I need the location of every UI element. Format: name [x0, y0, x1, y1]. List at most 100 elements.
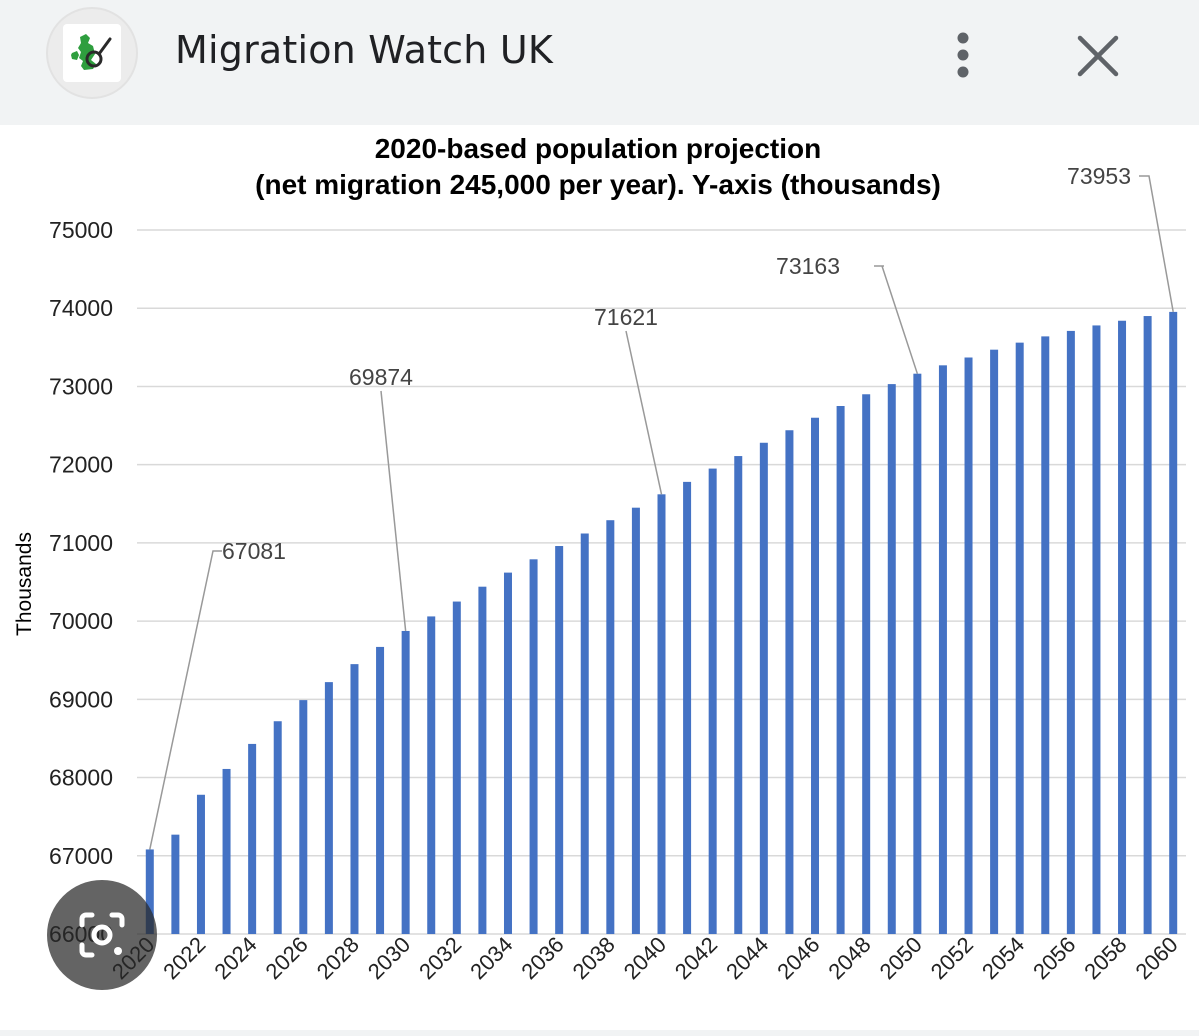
- bar-2025: [273, 721, 282, 934]
- y-tick-label: 71000: [49, 530, 113, 556]
- x-tick-label: 2050: [875, 932, 927, 984]
- bar-2044: [759, 442, 768, 934]
- bar-2029: [376, 646, 385, 934]
- y-tick-label: 68000: [49, 765, 113, 791]
- app-header: Migration Watch UK: [0, 0, 1199, 125]
- x-tick-label: 2042: [670, 932, 722, 984]
- app-avatar[interactable]: [46, 7, 138, 99]
- google-lens-icon: [79, 912, 125, 958]
- annotation-2040: 71621: [594, 304, 663, 495]
- bar-2023: [222, 768, 231, 934]
- y-tick-label: 70000: [49, 608, 113, 634]
- annotation-2060: 73953: [1067, 163, 1174, 313]
- bar-2052: [964, 357, 973, 935]
- bar-2031: [427, 616, 436, 934]
- y-tick-label: 74000: [49, 295, 113, 321]
- y-axis-label: Thousands: [13, 532, 36, 636]
- x-tick-label: 2052: [926, 932, 978, 984]
- gridlines: [137, 229, 1186, 935]
- more-button[interactable]: [940, 28, 986, 82]
- bar-2033: [478, 586, 487, 934]
- annotation-label: 71621: [594, 304, 658, 330]
- x-tick-label: 2054: [977, 932, 1029, 984]
- y-tick-label: 75000: [49, 217, 113, 243]
- bar-2030: [401, 630, 410, 934]
- bar-chart: 2020-based population projection (net mi…: [13, 133, 1186, 984]
- x-tick-label: 2038: [568, 932, 620, 984]
- annotation-leader: [874, 265, 919, 374]
- bar-2051: [938, 365, 947, 934]
- bar-2059: [1143, 316, 1152, 934]
- bar-2057: [1092, 325, 1101, 934]
- y-tick-label: 73000: [49, 373, 113, 399]
- bars: [145, 311, 1178, 935]
- x-tick-label: 2032: [414, 932, 466, 984]
- x-tick-label: 2036: [516, 932, 568, 984]
- y-tick-labels: 6600067000680006900070000710007200073000…: [49, 217, 113, 947]
- bar-2022: [196, 794, 205, 934]
- annotation-label: 73163: [776, 253, 840, 279]
- bar-2032: [452, 601, 461, 934]
- y-tick-label: 72000: [49, 452, 113, 478]
- x-tick-label: 2056: [1028, 932, 1080, 984]
- bar-2036: [555, 546, 564, 934]
- x-tick-label: 2028: [312, 932, 364, 984]
- x-tick-label: 2058: [1079, 932, 1131, 984]
- bar-2053: [990, 349, 999, 934]
- more-vert-icon: [957, 32, 969, 78]
- x-tick-label: 2022: [158, 932, 210, 984]
- app-title: Migration Watch UK: [175, 28, 553, 72]
- bar-2060: [1169, 311, 1178, 934]
- annotation-label: 69874: [349, 364, 413, 390]
- bar-2045: [785, 430, 794, 934]
- annotation-2030: 69874: [349, 364, 413, 632]
- bar-2054: [1015, 342, 1024, 934]
- close-icon: [1077, 35, 1119, 77]
- x-tick-labels: 2020202220242026202820302032203420362038…: [107, 932, 1183, 984]
- data-annotations: 67081 69874 71621 73163 73953: [149, 163, 1174, 850]
- bar-2021: [171, 834, 180, 934]
- annotation-leader: [1139, 175, 1174, 313]
- bar-2056: [1066, 330, 1075, 934]
- x-tick-label: 2044: [721, 932, 773, 984]
- close-button[interactable]: [1072, 30, 1124, 82]
- x-tick-label: 2026: [261, 932, 313, 984]
- bar-2058: [1118, 320, 1127, 934]
- bar-2038: [606, 520, 615, 934]
- bar-2049: [887, 384, 896, 934]
- y-tick-label: 67000: [49, 843, 113, 869]
- x-tick-label: 2046: [772, 932, 824, 984]
- bar-2046: [811, 417, 820, 934]
- chart-card: 2020-based population projection (net mi…: [0, 125, 1199, 1030]
- x-tick-label: 2040: [619, 932, 671, 984]
- annotation-2050: 73163: [776, 253, 919, 374]
- bar-2042: [708, 468, 717, 934]
- bar-2035: [529, 559, 538, 934]
- x-tick-label: 2034: [465, 932, 517, 984]
- bar-2034: [503, 572, 512, 934]
- y-tick-label: 69000: [49, 686, 113, 712]
- annotation-leader: [380, 390, 407, 632]
- bar-2055: [1041, 336, 1050, 935]
- migration-watch-logo-icon: [63, 24, 121, 82]
- google-lens-button[interactable]: [47, 880, 157, 990]
- bar-2048: [862, 394, 871, 934]
- bar-2050: [913, 373, 922, 934]
- bar-2040: [657, 494, 666, 934]
- x-tick-label: 2030: [363, 932, 415, 984]
- annotation-leader: [625, 330, 663, 495]
- bar-2026: [299, 700, 308, 934]
- bar-2041: [683, 481, 692, 934]
- x-tick-label: 2024: [209, 932, 261, 984]
- x-tick-label: 2060: [1130, 932, 1182, 984]
- bar-2028: [350, 664, 359, 934]
- bar-2043: [734, 456, 743, 934]
- annotation-label: 67081: [222, 538, 286, 564]
- bar-2027: [324, 682, 333, 934]
- chart-title-line2: (net migration 245,000 per year). Y-axis…: [255, 169, 941, 200]
- bar-2037: [580, 533, 589, 934]
- chart-title-line1: 2020-based population projection: [375, 133, 822, 164]
- bar-2047: [836, 406, 845, 934]
- bar-2024: [248, 743, 257, 934]
- bar-2020: [145, 849, 154, 934]
